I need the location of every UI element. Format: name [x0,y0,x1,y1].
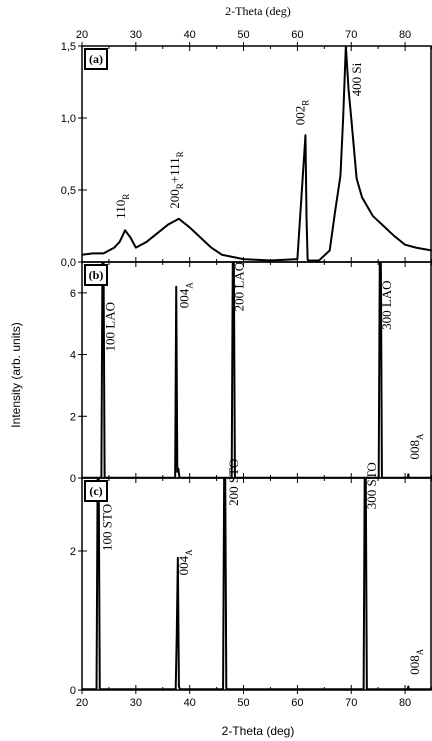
y-tick-label: 2 [70,411,76,423]
x-tick-label-bottom: 20 [76,697,88,709]
x-tick-label-bottom: 40 [184,697,196,709]
annotation-main: 300 STO [364,462,379,509]
annotation-main: 008 [407,440,422,460]
series-line [82,46,432,262]
annotation-subscript: R [300,100,310,106]
annotation-subscript-2: R [175,151,185,157]
bottom-axis-title: 2-Theta (deg) [222,724,295,738]
annotation-main: 008 [407,655,422,675]
y-tick-label: 0,5 [61,185,76,197]
x-tick-label-top: 40 [184,29,196,41]
peak-annotation: 400 Si [349,62,364,96]
annotation-main: 100 STO [100,504,115,551]
panel-label-box [84,264,108,286]
panel-label: (a) [89,52,103,66]
x-tick-label-top: 50 [237,29,249,41]
annotation-subscript: A [184,549,194,556]
annotation-main: 004 [177,288,192,308]
annotation-main: 200 [167,189,182,209]
x-tick-label-top: 20 [76,29,88,41]
y-tick-label: 1,5 [61,41,76,53]
peak-annotation: 002R [292,100,310,126]
annotation-main: 100 LAO [102,302,117,351]
peak-annotation: 100 STO [100,504,115,551]
x-tick-label-bottom: 30 [130,697,142,709]
annotation-subscript: A [415,648,425,655]
x-tick-label-top: 70 [345,29,357,41]
y-tick-label: 2 [70,546,76,558]
annotation-main-2: +111 [167,157,182,183]
y-axis-title: Intensity (arb. units) [9,322,23,427]
peak-annotation: 004A [176,549,194,576]
x-tick-label-top: 80 [399,29,411,41]
peak-annotation: 200 LAO [232,262,247,311]
x-tick-label-bottom: 70 [345,697,357,709]
y-tick-label: 0 [70,685,76,697]
annotation-main: 004 [176,555,191,575]
annotation-main: 200 STO [226,459,241,506]
annotation-main: 200 LAO [232,262,247,311]
panel-frame [81,45,432,263]
panel-label: (c) [89,484,102,498]
peak-annotation: 008A [407,648,425,675]
peak-annotation: 300 LAO [379,280,394,329]
x-tick-label-top: 30 [130,29,142,41]
peak-annotation: 100 LAO [102,302,117,351]
annotation-main: 400 Si [349,62,364,96]
annotation-main: 110 [113,200,128,219]
panel-label: (b) [89,268,104,282]
x-tick-label-bottom: 60 [291,697,303,709]
annotation-main: 300 LAO [379,280,394,329]
y-tick-label: 0 [70,473,76,485]
peak-annotation: 008A [407,433,425,460]
annotation-subscript: A [415,433,425,440]
annotation-main: 002 [292,106,307,126]
y-tick-label: 1,0 [61,113,76,125]
top-axis-title: 2-Theta (deg) [225,4,291,18]
y-tick-label: 0,0 [61,257,76,269]
y-tick-label: 6 [70,288,76,300]
annotation-subscript: A [185,282,195,289]
peak-annotation: 200 STO [226,459,241,506]
peak-annotation: 004A [177,282,195,309]
panel-label-box [84,48,108,70]
peak-annotation: 110R [113,194,131,219]
peak-annotation: 300 STO [364,462,379,509]
panel-1: 20 30 40 50 60 70 800,00,51,01,5(a)110R 200R+11… [61,29,432,269]
x-tick-label-bottom: 50 [237,697,249,709]
x-tick-label-bottom: 80 [399,697,411,709]
panels-group: 20 30 40 50 60 70 800,00,51,01,5(a)110R 200R+11… [61,29,432,709]
peak-annotation: 200R+111R [167,151,185,208]
y-tick-label: 4 [70,350,76,362]
panel-label-box [84,480,108,502]
x-tick-label-top: 60 [291,29,303,41]
annotation-subscript: R [175,183,185,189]
annotation-subscript: R [121,194,131,200]
series-line [82,478,432,690]
